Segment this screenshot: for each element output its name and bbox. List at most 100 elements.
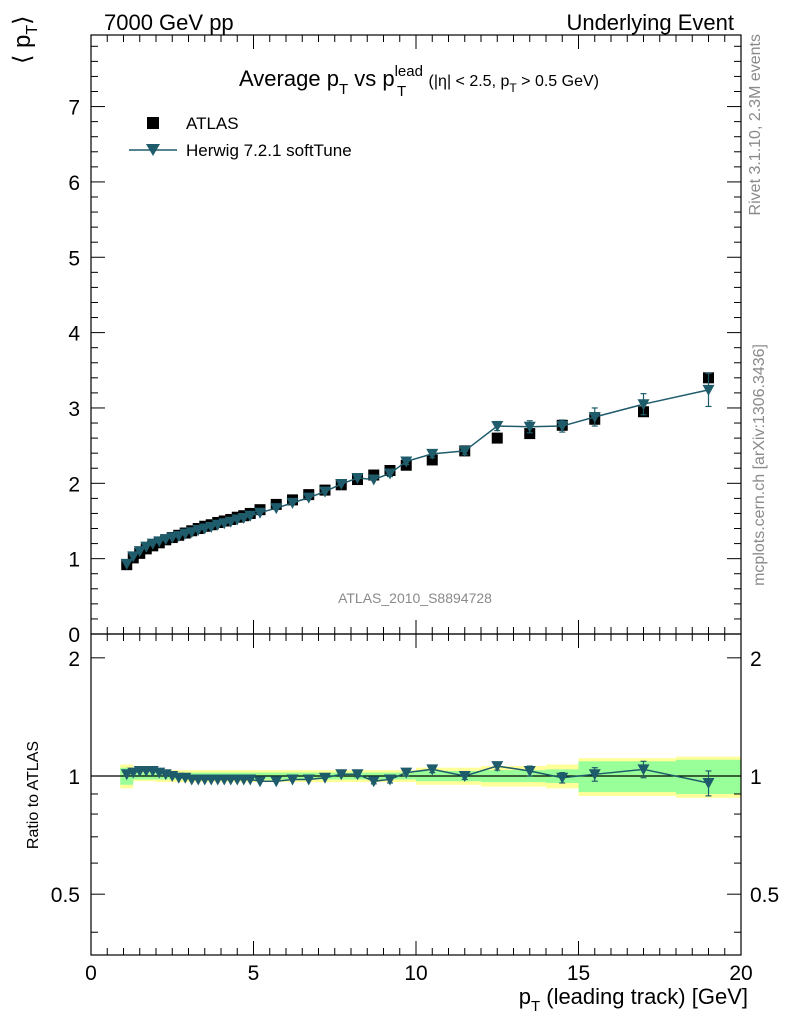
herwig-point: [205, 522, 218, 534]
ratio-herwig-point: [637, 764, 650, 776]
herwig-point: [458, 445, 471, 457]
ylabel-sub: T: [24, 25, 41, 35]
legend-atlas-label: ATLAS: [186, 114, 239, 133]
herwig-point: [127, 551, 140, 563]
herwig-point: [637, 399, 650, 411]
ratio-ytick-label-right: 1: [750, 766, 762, 789]
header-left-label: 7000 GeV pp: [104, 10, 234, 35]
main-ylabel: ⟨ pT⟩: [9, 15, 41, 64]
ratio-panel: 0.5 0.51 12 20 5 10 15 20 Ratio to ATLAS: [25, 633, 779, 985]
herwig-point: [400, 456, 413, 468]
ratio-herwig-point: [351, 769, 364, 781]
legend-atlas-marker: [147, 117, 159, 129]
x-tick-label: 20: [729, 962, 752, 985]
xlabel-sub: T: [531, 998, 540, 1015]
ratio-herwig-point: [491, 761, 504, 773]
title-sub1: T: [339, 81, 348, 98]
legend-herwig-marker: [146, 144, 160, 156]
herwig-point: [120, 558, 133, 570]
ylabel-open: ⟨ p: [9, 35, 36, 64]
xlabel-post: (leading track) [GeV]: [540, 984, 748, 1009]
ylabel-close: ⟩: [9, 15, 36, 24]
ratio-herwig-point: [367, 776, 380, 788]
herwig-point: [172, 531, 185, 543]
ratio-ytick-label-left: 0.5: [51, 884, 80, 907]
ratio-herwig-point: [244, 774, 257, 786]
ratio-herwig-point: [302, 774, 315, 786]
herwig-point: [185, 527, 198, 539]
ratio-herwig-point: [270, 776, 283, 788]
herwig-point: [133, 546, 146, 558]
ratio-marks: [120, 760, 715, 797]
title-cond-a: (|η| < 2.5, p: [424, 73, 509, 90]
herwig-point: [351, 473, 364, 485]
rivet-side-label: Rivet 3.1.10, 2.3M events: [747, 34, 764, 215]
atlas-point: [524, 428, 536, 440]
main-ytick-label: 3: [68, 398, 80, 421]
x-tick-label: 5: [248, 962, 260, 985]
main-ytick-label: 7: [68, 97, 80, 120]
herwig-point: [237, 512, 250, 524]
main-ytick-label: 2: [68, 473, 80, 496]
atlas-point: [491, 432, 503, 444]
main-marks: [120, 372, 715, 571]
x-tick-label: 15: [567, 962, 590, 985]
mcplots-side-label: mcplots.cern.ch [arXiv:1306.3436]: [751, 344, 768, 586]
herwig-point: [426, 448, 439, 460]
ratio-herwig-point: [523, 765, 536, 777]
herwig-point: [224, 516, 237, 528]
ratio-herwig-point: [400, 767, 413, 779]
main-ytick-label-zero: 0: [68, 624, 80, 647]
ratio-herwig-point: [702, 777, 715, 789]
ratio-herwig-point: [286, 774, 299, 786]
ratio-herwig-point: [458, 771, 471, 783]
herwig-point: [491, 421, 504, 433]
atlas-point: [426, 454, 438, 466]
ratio-herwig-point: [384, 774, 396, 786]
main-title: Average pT vs plead T (|η| < 2.5, pT > 0.…: [239, 63, 599, 100]
herwig-point: [319, 486, 331, 498]
herwig-point: [254, 507, 266, 519]
x-tick-label: 10: [404, 962, 427, 985]
herwig-point: [286, 497, 299, 509]
ratio-ytick-label-right: 2: [750, 648, 762, 671]
herwig-point: [270, 503, 283, 515]
ratio-ytick-label-left: 1: [68, 766, 80, 789]
title-cond-sub: T: [509, 81, 517, 95]
title-mid: vs p: [348, 66, 394, 91]
ratio-ticks: 0.5 0.51 12 20 5 10 15 20: [51, 634, 779, 985]
title-sub2: T: [397, 83, 406, 100]
ratio-herwig-point: [426, 764, 439, 776]
herwig-point: [588, 412, 601, 424]
legend-herwig-label: Herwig 7.2.1 softTune: [186, 141, 352, 160]
herwig-point: [244, 510, 257, 522]
ratio-ylabel: Ratio to ATLAS: [25, 741, 42, 849]
ratio-ytick-label-right: 0.5: [750, 884, 779, 907]
herwig-point: [556, 421, 569, 433]
ratio-herwig-point: [254, 776, 266, 788]
herwig-point: [702, 384, 715, 396]
header-right-label: Underlying Event: [566, 10, 734, 35]
analysis-watermark: ATLAS_2010_S8894728: [338, 590, 492, 606]
main-ytick-label: 1: [68, 549, 80, 572]
herwig-point: [384, 468, 396, 480]
ratio-herwig-point: [335, 769, 348, 781]
herwig-point: [146, 538, 159, 550]
herwig-line: [126, 389, 709, 565]
main-ticks: 1 2 3 4 5 6 7 0: [68, 35, 742, 647]
herwig-point: [367, 474, 380, 486]
herwig-point: [523, 421, 536, 433]
x-axis-label: pT (leading track) [GeV]: [519, 984, 748, 1015]
herwig-point: [335, 479, 348, 491]
ratio-herwig-point: [556, 772, 569, 784]
main-ytick-label: 4: [68, 323, 80, 346]
ratio-ytick-label-left: 2: [68, 648, 80, 671]
herwig-point: [302, 492, 315, 504]
herwig-point: [153, 536, 166, 548]
main-ytick-label: 6: [68, 172, 80, 195]
ratio-herwig-point: [319, 772, 331, 784]
herwig-point: [140, 541, 153, 553]
ratio-herwig-point: [588, 769, 601, 781]
